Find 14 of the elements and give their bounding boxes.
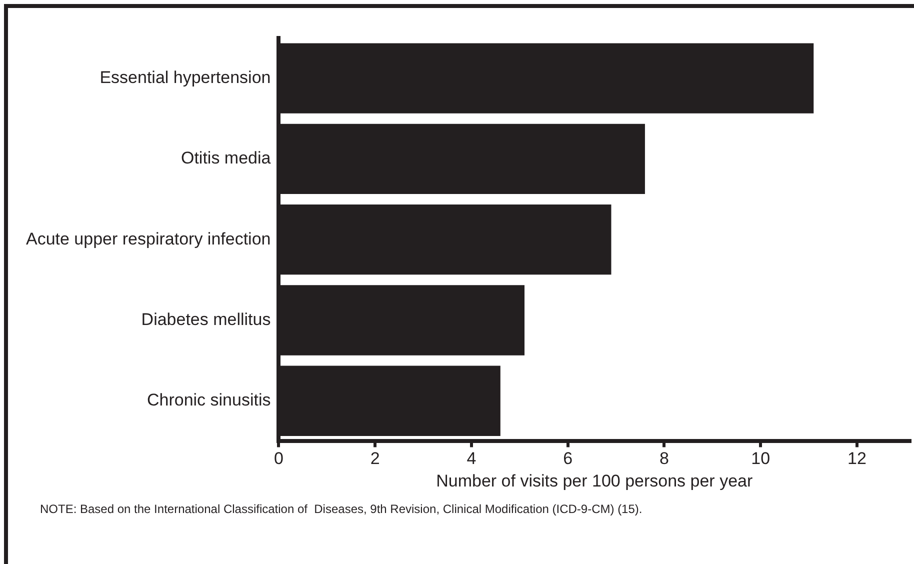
x-tick-label: 2: [370, 449, 380, 468]
x-tick-label: 6: [563, 449, 573, 468]
text: NOTE: Based on the International Classification of Diseases, 9th Revision, Clinical Modification (ICD-9-CM) (15).: [40, 502, 642, 516]
y-tick-label: Otitis media: [180, 148, 272, 168]
x-axis-title: Number of visits per 100 persons per year: [436, 471, 753, 490]
x-tick-label: 8: [660, 449, 669, 468]
y-tick-label: Chronic sinusitis: [146, 390, 271, 410]
x-tick-label: 12: [848, 449, 866, 468]
y-tick-label: Diabetes mellitus: [141, 310, 271, 329]
y-tick-label: Essential hypertension: [100, 68, 271, 88]
x-tick-label: 0: [274, 449, 284, 468]
x-tick-label: 4: [466, 449, 476, 468]
y-tick-label: Acute upper respiratory infection: [26, 229, 271, 248]
x-tick-label: 10: [751, 449, 770, 468]
